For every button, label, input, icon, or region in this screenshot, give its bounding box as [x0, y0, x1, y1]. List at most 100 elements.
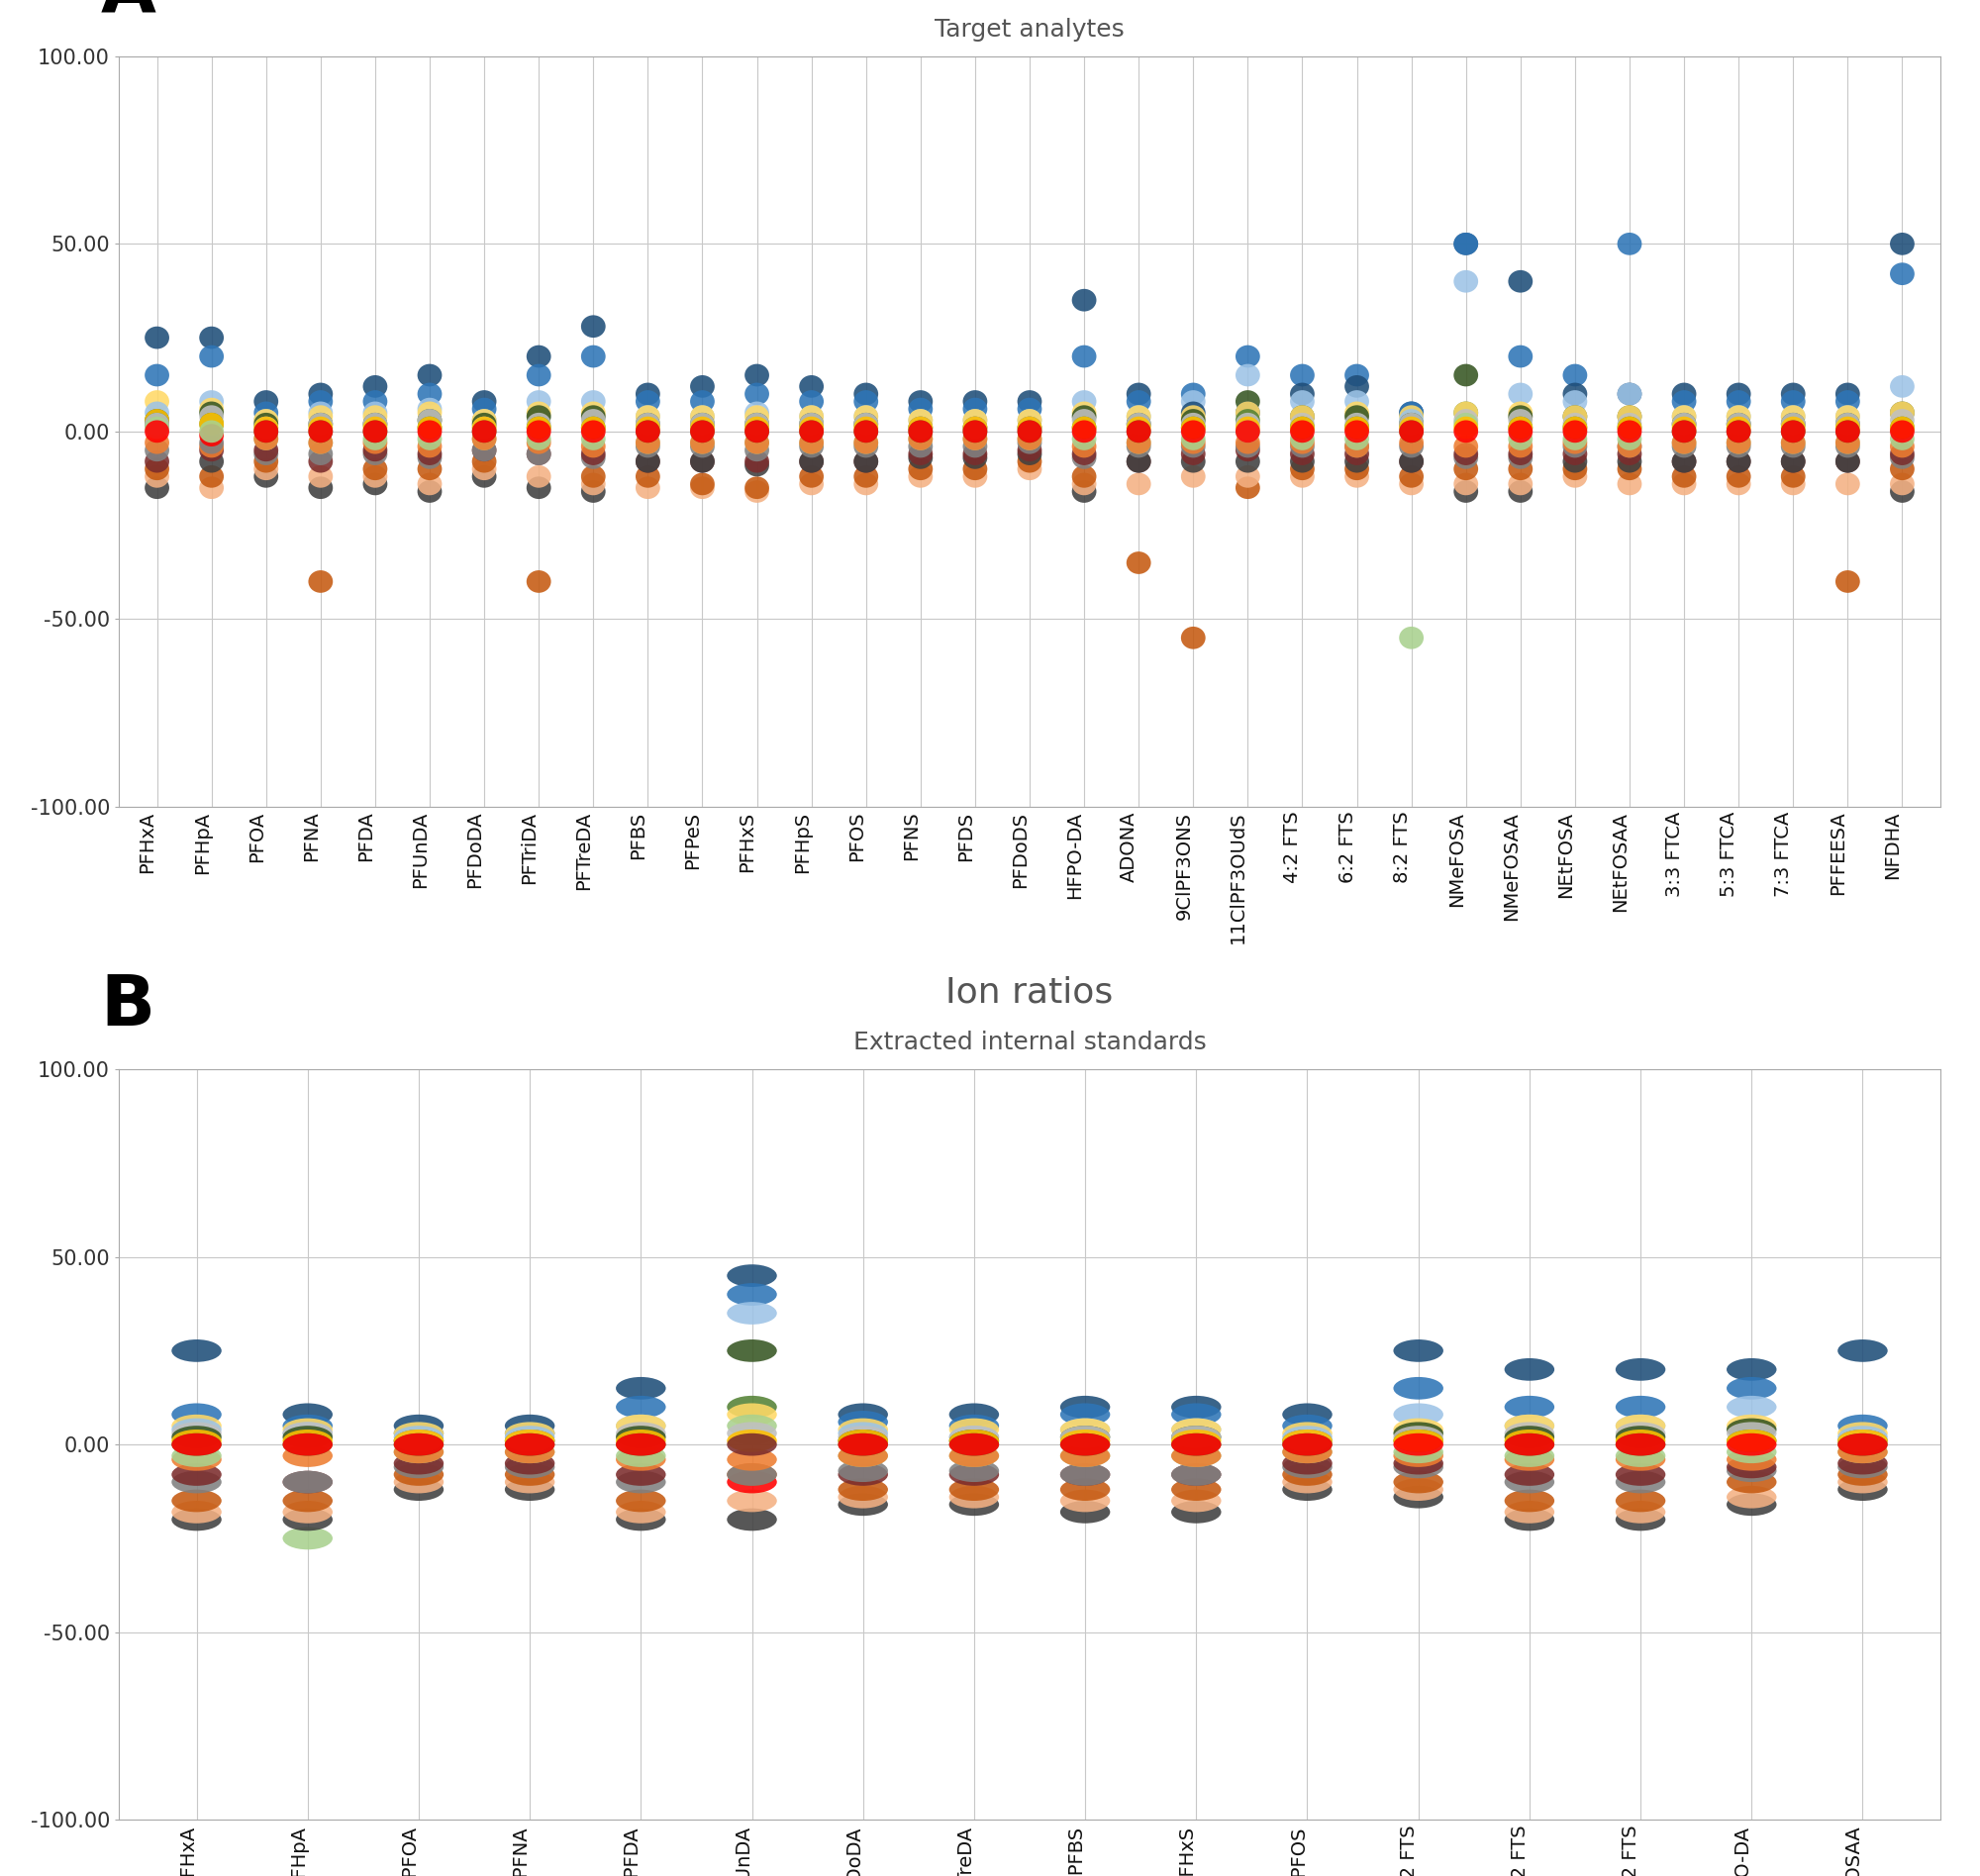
Ellipse shape: [418, 364, 442, 386]
Ellipse shape: [1071, 390, 1097, 413]
Ellipse shape: [948, 1445, 1000, 1467]
Ellipse shape: [145, 416, 168, 439]
Ellipse shape: [580, 416, 606, 439]
Ellipse shape: [1291, 420, 1315, 443]
Ellipse shape: [145, 477, 168, 499]
Ellipse shape: [800, 405, 824, 428]
Ellipse shape: [1344, 413, 1368, 435]
Ellipse shape: [909, 416, 933, 439]
Ellipse shape: [505, 1415, 554, 1437]
Ellipse shape: [1891, 409, 1915, 431]
Ellipse shape: [505, 1478, 554, 1501]
Ellipse shape: [1727, 1471, 1776, 1493]
Ellipse shape: [948, 1463, 1000, 1486]
Ellipse shape: [471, 420, 497, 443]
Ellipse shape: [1127, 405, 1150, 428]
Ellipse shape: [527, 390, 550, 413]
Ellipse shape: [838, 1460, 887, 1482]
Ellipse shape: [1236, 420, 1259, 443]
Ellipse shape: [1837, 1426, 1887, 1448]
Ellipse shape: [1236, 439, 1259, 461]
Ellipse shape: [1562, 405, 1588, 428]
Ellipse shape: [744, 431, 768, 454]
Ellipse shape: [1400, 409, 1424, 431]
Ellipse shape: [1018, 416, 1041, 439]
Ellipse shape: [948, 1493, 1000, 1516]
Ellipse shape: [1180, 416, 1206, 439]
Ellipse shape: [1283, 1463, 1333, 1486]
Ellipse shape: [580, 435, 606, 458]
Ellipse shape: [1283, 1430, 1333, 1452]
Ellipse shape: [691, 431, 715, 454]
Ellipse shape: [727, 1463, 776, 1486]
Ellipse shape: [1344, 428, 1368, 450]
Ellipse shape: [283, 1490, 333, 1512]
Ellipse shape: [1618, 420, 1641, 443]
Ellipse shape: [1727, 465, 1750, 488]
Ellipse shape: [1172, 1433, 1222, 1456]
Ellipse shape: [418, 458, 442, 480]
Ellipse shape: [172, 1448, 222, 1471]
Ellipse shape: [616, 1490, 665, 1512]
Ellipse shape: [1344, 416, 1368, 439]
Ellipse shape: [1562, 416, 1588, 439]
Ellipse shape: [1616, 1426, 1665, 1448]
Ellipse shape: [838, 1403, 887, 1426]
Ellipse shape: [1616, 1471, 1665, 1493]
Ellipse shape: [362, 439, 388, 461]
Ellipse shape: [800, 375, 824, 398]
Ellipse shape: [1059, 1445, 1111, 1467]
Ellipse shape: [853, 413, 879, 435]
Ellipse shape: [1671, 413, 1697, 435]
Ellipse shape: [1344, 416, 1368, 439]
Ellipse shape: [253, 428, 279, 450]
Ellipse shape: [1562, 390, 1588, 413]
Ellipse shape: [1394, 1430, 1443, 1452]
Ellipse shape: [1071, 480, 1097, 503]
Ellipse shape: [1071, 435, 1097, 458]
Text: B: B: [101, 972, 154, 1039]
Ellipse shape: [1616, 1415, 1665, 1437]
Ellipse shape: [1891, 458, 1915, 480]
Ellipse shape: [309, 443, 333, 465]
Ellipse shape: [1283, 1456, 1333, 1478]
Ellipse shape: [1283, 1422, 1333, 1445]
Ellipse shape: [1400, 473, 1424, 495]
Ellipse shape: [580, 390, 606, 413]
Ellipse shape: [727, 1448, 776, 1471]
Ellipse shape: [1180, 627, 1206, 649]
Ellipse shape: [1172, 1418, 1222, 1441]
Ellipse shape: [145, 465, 168, 488]
Ellipse shape: [1172, 1445, 1222, 1467]
Ellipse shape: [1283, 1433, 1333, 1456]
Ellipse shape: [1505, 1426, 1554, 1448]
Ellipse shape: [1727, 1460, 1776, 1482]
Ellipse shape: [1727, 473, 1750, 495]
Ellipse shape: [418, 398, 442, 420]
Ellipse shape: [283, 1445, 333, 1467]
Ellipse shape: [1727, 1430, 1776, 1452]
Ellipse shape: [1059, 1501, 1111, 1523]
Ellipse shape: [948, 1460, 1000, 1482]
Ellipse shape: [948, 1415, 1000, 1437]
Ellipse shape: [744, 405, 768, 428]
Ellipse shape: [1344, 401, 1368, 424]
Ellipse shape: [1018, 431, 1041, 454]
Ellipse shape: [800, 420, 824, 443]
Ellipse shape: [636, 450, 659, 473]
Ellipse shape: [1618, 383, 1641, 405]
Ellipse shape: [744, 413, 768, 435]
Ellipse shape: [1283, 1471, 1333, 1493]
Ellipse shape: [1509, 383, 1533, 405]
Ellipse shape: [744, 416, 768, 439]
Ellipse shape: [1344, 405, 1368, 428]
Ellipse shape: [1172, 1430, 1222, 1452]
Ellipse shape: [1835, 420, 1859, 443]
Ellipse shape: [145, 450, 168, 473]
Ellipse shape: [1835, 405, 1859, 428]
Ellipse shape: [909, 390, 933, 413]
Ellipse shape: [962, 409, 988, 431]
Ellipse shape: [691, 420, 715, 443]
Ellipse shape: [1616, 1433, 1665, 1456]
Ellipse shape: [580, 428, 606, 450]
